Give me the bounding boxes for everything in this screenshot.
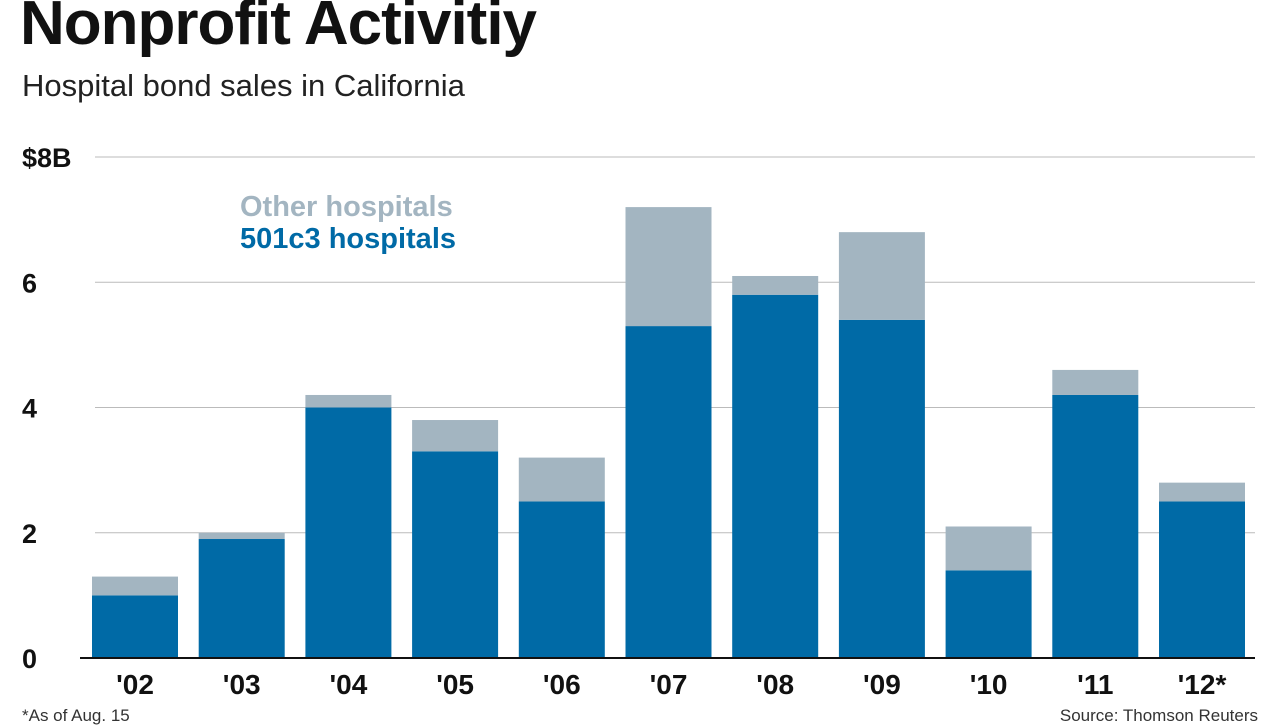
bar-501c3-hospitals [732, 294, 819, 658]
x-tick-label: '07 [650, 669, 688, 700]
y-tick-label: 2 [22, 519, 37, 549]
bar-other-hospitals [518, 457, 605, 502]
bar-501c3-hospitals [1052, 394, 1139, 658]
bar-other-hospitals [412, 420, 499, 452]
footnote: *As of Aug. 15 [22, 706, 130, 725]
bar-other-hospitals [198, 532, 285, 540]
bar-501c3-hospitals [305, 407, 392, 658]
bar-other-hospitals [732, 275, 819, 295]
bar-501c3-hospitals [625, 326, 712, 658]
bar-501c3-hospitals [92, 595, 178, 658]
bar-other-hospitals [945, 526, 1032, 571]
chart-title: Nonprofit Activitiy [20, 0, 537, 58]
x-tick-label: '05 [436, 669, 474, 700]
y-tick-label: 4 [22, 394, 37, 424]
bar-501c3-hospitals [1159, 501, 1245, 658]
bar-501c3-hospitals [838, 319, 925, 658]
x-tick-label: '10 [970, 669, 1008, 700]
bar-other-hospitals [625, 207, 712, 327]
x-tick-label: '12* [1178, 669, 1227, 700]
x-tick-label: '03 [223, 669, 261, 700]
bar-other-hospitals [1159, 482, 1245, 502]
bar-501c3-hospitals [412, 451, 499, 658]
bar-501c3-hospitals [945, 570, 1032, 658]
x-tick-label: '06 [543, 669, 581, 700]
bar-other-hospitals [838, 232, 925, 320]
bar-other-hospitals [305, 394, 392, 408]
bar-other-hospitals [92, 576, 178, 596]
legend-501c3-hospitals: 501c3 hospitals [240, 223, 456, 255]
legend-other-hospitals: Other hospitals [240, 191, 453, 223]
y-tick-label: 6 [22, 268, 37, 298]
x-tick-label: '02 [116, 669, 154, 700]
bar-other-hospitals [1052, 369, 1139, 395]
source-note: Source: Thomson Reuters [1059, 706, 1258, 725]
chart-subtitle: Hospital bond sales in California [22, 68, 465, 103]
x-tick-label: '09 [863, 669, 901, 700]
x-tick-label: '11 [1077, 669, 1113, 700]
bar-501c3-hospitals [198, 539, 285, 658]
x-tick-label: '08 [756, 669, 794, 700]
bar-501c3-hospitals [518, 501, 605, 658]
x-tick-label: '04 [329, 669, 367, 700]
y-tick-label: $8B [22, 143, 72, 173]
y-tick-label: 0 [22, 644, 37, 674]
